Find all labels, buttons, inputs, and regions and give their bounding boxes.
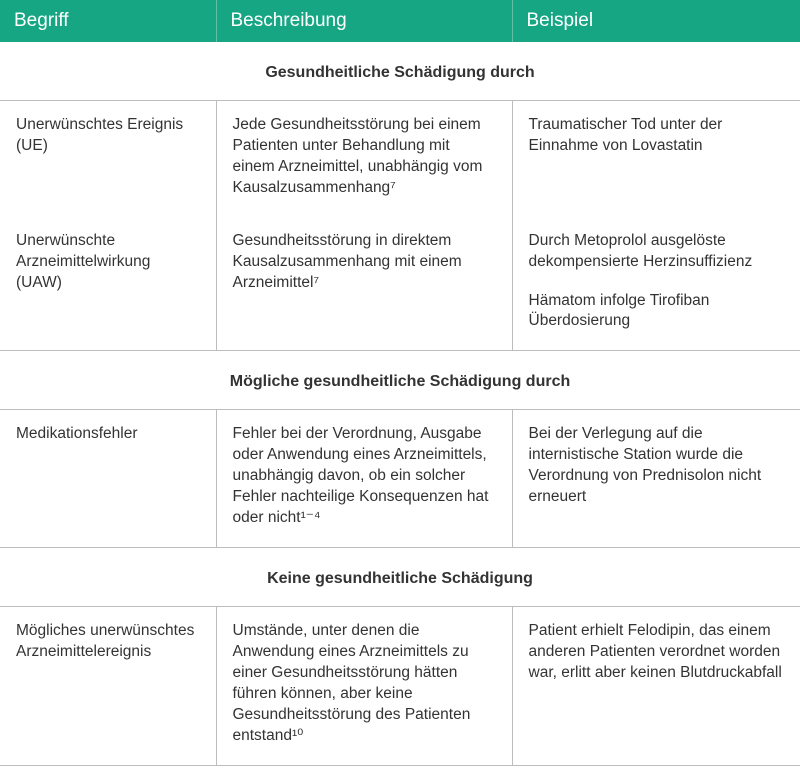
cell-term: Medikationsfehler xyxy=(0,410,216,548)
cell-term: Unerwünschte Arzneimittelwirkung (UAW) xyxy=(0,217,216,351)
table-row: Unerwünschte Arzneimittelwirkung (UAW) G… xyxy=(0,217,800,351)
cell-example: Durch Metoprolol ausgelöste dekompensier… xyxy=(512,217,800,351)
example-secondary: Hämatom infolge Tirofiban Überdosierung xyxy=(529,291,785,333)
example-primary: Durch Metoprolol ausgelöste dekompensier… xyxy=(529,231,785,273)
section-title: Keine gesundheitliche Schädigung xyxy=(0,547,800,606)
section-heading: Keine gesundheitliche Schädigung xyxy=(0,547,800,606)
header-col-desc: Beschreibung xyxy=(216,0,512,42)
section-title: Gesundheitliche Schädigung durch xyxy=(0,42,800,101)
table-row: Medikationsfehler Fehler bei der Verordn… xyxy=(0,410,800,548)
cell-term: Mögliches unerwünschtes Arzneimittelerei… xyxy=(0,606,216,765)
cell-desc: Umstände, unter denen die Anwendung eine… xyxy=(216,606,512,765)
cell-example: Traumatischer Tod unter der Einnahme von… xyxy=(512,101,800,217)
header-col-example: Beispiel xyxy=(512,0,800,42)
table-header-row: Begriff Beschreibung Beispiel xyxy=(0,0,800,42)
section-heading: Mögliche gesundheitliche Schädigung durc… xyxy=(0,351,800,410)
header-col-term: Begriff xyxy=(0,0,216,42)
cell-example: Patient erhielt Felodipin, das einem and… xyxy=(512,606,800,765)
spacer xyxy=(529,273,785,291)
cell-desc: Jede Gesundheitsstörung bei einem Patien… xyxy=(216,101,512,217)
table-row: Mögliches unerwünschtes Arzneimittelerei… xyxy=(0,606,800,765)
cell-term: Unerwünschtes Ereignis (UE) xyxy=(0,101,216,217)
table-row: Unerwünschtes Ereignis (UE) Jede Gesundh… xyxy=(0,101,800,217)
section-heading: Gesundheitliche Schädigung durch xyxy=(0,42,800,101)
cell-desc: Fehler bei der Verordnung, Ausgabe oder … xyxy=(216,410,512,548)
definitions-table: Begriff Beschreibung Beispiel Gesundheit… xyxy=(0,0,800,766)
cell-example: Bei der Verlegung auf die internistische… xyxy=(512,410,800,548)
cell-desc: Gesundheitsstörung in direktem Kausalzus… xyxy=(216,217,512,351)
section-title: Mögliche gesundheitliche Schädigung durc… xyxy=(0,351,800,410)
